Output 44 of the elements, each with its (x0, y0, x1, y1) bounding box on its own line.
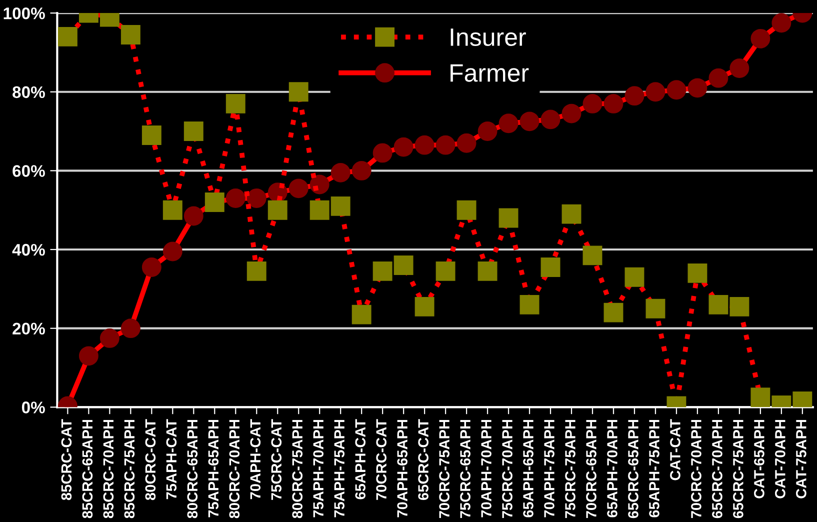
x-tick-label: 70CRC-CAT (376, 419, 386, 500)
x-tick-label: 65CRC-70APH (712, 420, 722, 518)
y-tick-label: 40% (12, 244, 45, 256)
x-tick-label: 80CRC-65APH (187, 420, 198, 518)
x-tick-label: 85CRC-75APH (124, 420, 135, 518)
x-tick-label: 65CRC-65APH (628, 420, 638, 518)
y-tick-label: 60% (12, 165, 45, 177)
x-tick-label: 75APH-CAT (166, 419, 177, 500)
x-tick-label: 65CRC-CAT (418, 419, 428, 500)
x-tick-label: 70CRC-70APH (691, 420, 702, 518)
x-tick-label: 80CRC-CAT (145, 419, 156, 500)
x-tick-label: 70CRC-65APH (586, 420, 596, 518)
x-tick-label: 85CRC-70APH (103, 420, 114, 518)
x-tick-label: 65APH-65APH (523, 420, 534, 518)
legend-label: Farmer (450, 64, 529, 82)
y-tick-label: 80% (12, 86, 45, 98)
y-tick-label: 100% (4, 7, 45, 20)
x-tick-label: CAT-70APH (775, 420, 786, 498)
x-tick-label: 65APH-70APH (607, 420, 618, 518)
x-tick-label: 75CRC-75APH (565, 420, 576, 518)
x-tick-label: 85CRC-CAT (61, 419, 72, 500)
y-tick-label: 20% (12, 322, 45, 335)
x-tick-label: 85CRC-65APH (82, 420, 93, 518)
x-tick-label: 75CRC-70APH (502, 420, 512, 518)
x-tick-label: 65CRC-75APH (733, 420, 744, 518)
x-tick-label: 80CRC-70APH (229, 420, 240, 518)
x-tick-label: CAT-CAT (670, 419, 680, 480)
legend-label: Insurer (450, 28, 526, 46)
x-tick-label: 75APH-75APH (334, 420, 344, 518)
x-tick-label: 70APH-70APH (481, 420, 492, 518)
x-tick-label: 75CRC-CAT (271, 419, 282, 500)
x-tick-label: 70APH-75APH (544, 420, 554, 518)
x-tick-label: 70APH-65APH (397, 420, 408, 518)
y-tick-label: 0% (22, 402, 45, 414)
x-tick-label: CAT-65APH (754, 420, 764, 498)
x-tick-label: 75CRC-65APH (460, 420, 470, 518)
x-tick-label: 75APH-65APH (208, 420, 219, 518)
x-tick-label: 70APH-CAT (250, 419, 261, 500)
x-tick-label: CAT-75APH (796, 420, 806, 498)
x-tick-label: 65APH-CAT (355, 419, 366, 500)
x-tick-label: 65APH-75APH (649, 420, 660, 518)
x-tick-label: 70CRC-75APH (439, 420, 450, 518)
x-tick-label: 75APH-70APH (313, 420, 324, 518)
x-tick-label: 80CRC-75APH (292, 420, 303, 518)
